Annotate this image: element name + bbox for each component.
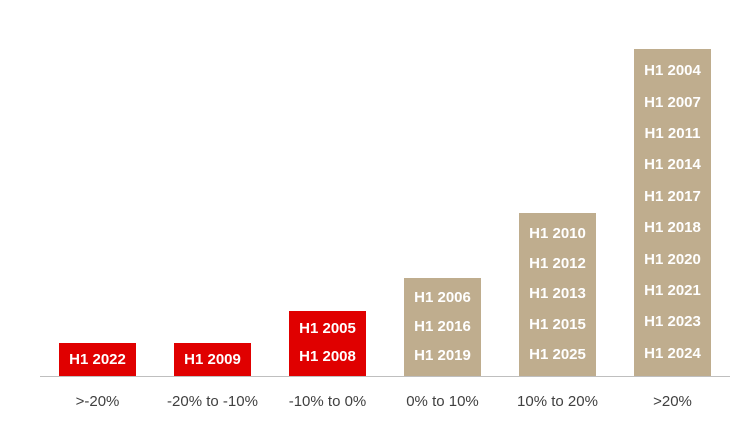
bar-item-label: H1 2017 xyxy=(644,187,701,205)
bar-item-label: H1 2005 xyxy=(299,320,356,338)
bar-item-label: H1 2006 xyxy=(414,288,471,306)
bar-1: H1 2009 xyxy=(174,343,251,376)
bar-item-label: H1 2021 xyxy=(644,281,701,299)
bar-item-label: H1 2014 xyxy=(644,156,701,174)
bar-item-label: H1 2011 xyxy=(644,125,701,143)
bar-item-label: H1 2016 xyxy=(414,317,471,335)
bar-item-label: H1 2013 xyxy=(529,285,586,303)
bar-item-label: H1 2018 xyxy=(644,219,701,237)
bar-item-label: H1 2008 xyxy=(299,348,356,366)
bar-item-label: H1 2020 xyxy=(644,250,701,268)
x-axis-line xyxy=(40,376,730,377)
bar-item-label: H1 2022 xyxy=(69,350,126,368)
bar-item-label: H1 2012 xyxy=(529,255,586,272)
bar-item-label: H1 2019 xyxy=(414,346,471,364)
bar-item-label: H1 2024 xyxy=(644,344,701,362)
x-tick-label: >20% xyxy=(653,393,692,410)
x-tick-label: 0% to 10% xyxy=(406,393,479,410)
x-tick-label: -10% to 0% xyxy=(288,393,367,410)
bar-item-label: H1 2023 xyxy=(644,313,701,331)
bar-item-label: H1 2004 xyxy=(644,62,701,80)
bar-0: H1 2022 xyxy=(59,343,136,376)
bar-3: H1 2006 H1 2016 H1 2019 xyxy=(404,277,481,376)
x-tick-label: -20% to -10% xyxy=(167,393,258,410)
bar-4: H1 2010 H1 2012 H1 2013 H1 2015 H1 2025 xyxy=(519,212,596,376)
bar-item-label: H1 2010 xyxy=(529,224,586,242)
x-tick-label: 10% to 20% xyxy=(517,393,598,410)
bar-item-label: H1 2007 xyxy=(644,93,701,111)
bar-5: H1 2004 H1 2007 H1 2011 H1 2014 H1 2017 H1 20… xyxy=(634,49,711,376)
bar-item-label: H1 2009 xyxy=(184,350,241,368)
bar-2: H1 2005 H1 2008 xyxy=(289,310,366,376)
bar-item-label: H1 2025 xyxy=(529,345,586,363)
bar-item-label: H1 2015 xyxy=(529,315,586,333)
x-tick-label: >-20% xyxy=(75,393,120,410)
